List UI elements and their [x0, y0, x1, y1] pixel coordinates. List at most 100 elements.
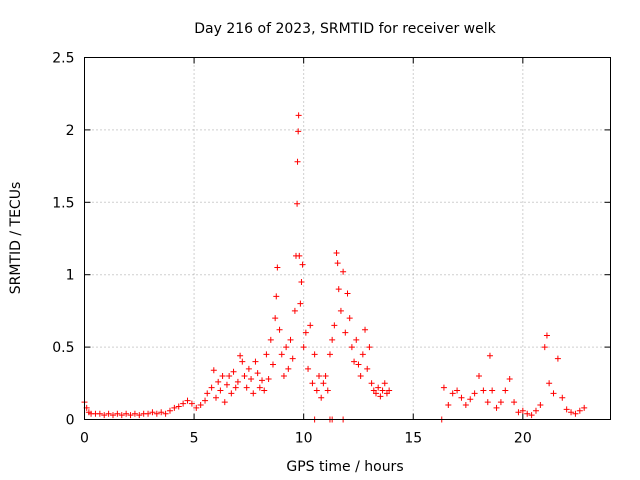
data-point — [364, 365, 371, 372]
data-point — [489, 387, 496, 394]
data-point — [280, 373, 287, 380]
data-point — [180, 400, 187, 407]
data-point — [118, 412, 125, 419]
data-point — [171, 404, 178, 411]
data-point — [158, 409, 165, 416]
y-axis-label: SRMTID / TECUs — [8, 182, 24, 295]
data-point — [114, 410, 121, 417]
y-tick-label: 0 — [66, 413, 75, 429]
data-point — [136, 412, 143, 419]
data-point — [274, 264, 281, 271]
data-point — [515, 409, 522, 416]
data-point — [543, 332, 550, 339]
data-point — [320, 380, 327, 387]
data-point — [480, 387, 487, 394]
data-point — [273, 293, 280, 300]
data-point — [175, 403, 182, 410]
data-point — [298, 278, 305, 285]
data-point — [454, 387, 461, 394]
data-point — [217, 387, 224, 394]
data-point — [333, 249, 340, 256]
data-point — [351, 358, 358, 365]
data-point — [471, 390, 478, 397]
data-point — [210, 367, 217, 374]
data-point — [511, 399, 518, 406]
data-point — [276, 326, 283, 333]
data-point — [331, 322, 338, 329]
data-point — [299, 261, 306, 268]
data-point — [313, 387, 320, 394]
data-point — [261, 387, 268, 394]
data-point — [123, 410, 130, 417]
data-point — [366, 344, 373, 351]
y-tick-label: 1.5 — [52, 195, 74, 211]
data-point — [368, 380, 375, 387]
data-point — [162, 410, 169, 417]
data-point — [221, 399, 228, 406]
data-point — [445, 402, 452, 409]
data-point — [348, 344, 355, 351]
chart-title: Day 216 of 2023, SRMTID for receiver wel… — [194, 21, 496, 37]
data-point — [318, 394, 325, 401]
data-point — [291, 307, 298, 314]
data-point — [239, 358, 246, 365]
data-point — [322, 373, 329, 380]
data-point — [96, 410, 103, 417]
data-point — [272, 315, 279, 322]
data-point — [309, 380, 316, 387]
data-point — [550, 390, 557, 397]
data-point — [334, 260, 341, 267]
data-point — [204, 390, 211, 397]
x-tick-label: 5 — [190, 431, 199, 447]
data-point — [568, 409, 575, 416]
data-point — [502, 387, 509, 394]
data-point — [254, 370, 261, 377]
data-point — [149, 409, 156, 416]
data-point — [105, 410, 112, 417]
data-point — [337, 307, 344, 314]
data-point — [234, 378, 241, 385]
data-point — [311, 351, 318, 358]
data-point — [576, 407, 583, 414]
data-point — [223, 381, 230, 388]
data-point — [228, 390, 235, 397]
data-point — [166, 407, 173, 414]
data-point — [458, 394, 465, 401]
x-tick-label: 10 — [295, 431, 313, 447]
data-point — [344, 290, 351, 297]
data-point — [219, 373, 226, 380]
data-point — [476, 373, 482, 380]
axis-ticks: 0 0.5 1 1.5 2 2.5 0 5 10 15 20 — [52, 51, 611, 447]
data-point — [524, 410, 531, 417]
data-point — [497, 399, 504, 406]
data-point — [342, 329, 349, 336]
data-point — [377, 393, 384, 400]
data-point — [346, 315, 353, 322]
data-point — [357, 373, 364, 380]
data-point — [184, 397, 191, 404]
data-point — [386, 387, 393, 394]
data-point — [379, 387, 386, 394]
data-point — [559, 394, 566, 401]
y-tick-label: 0.5 — [52, 340, 74, 356]
data-point — [285, 365, 292, 372]
data-point — [127, 412, 134, 419]
data-point — [208, 384, 215, 391]
data-point — [193, 404, 200, 411]
data-point — [335, 286, 342, 293]
data-point — [269, 361, 276, 368]
data-point — [581, 404, 588, 411]
data-point — [302, 329, 309, 336]
data-point — [256, 384, 263, 391]
data-point — [265, 375, 272, 382]
x-tick-label: 20 — [514, 431, 532, 447]
data-point — [294, 200, 301, 207]
data-point — [287, 336, 294, 343]
data-point — [241, 373, 248, 380]
data-point — [295, 112, 302, 119]
y-tick-label: 2 — [66, 123, 75, 139]
data-point — [449, 390, 456, 397]
grid — [84, 57, 611, 420]
data-point — [296, 252, 303, 259]
